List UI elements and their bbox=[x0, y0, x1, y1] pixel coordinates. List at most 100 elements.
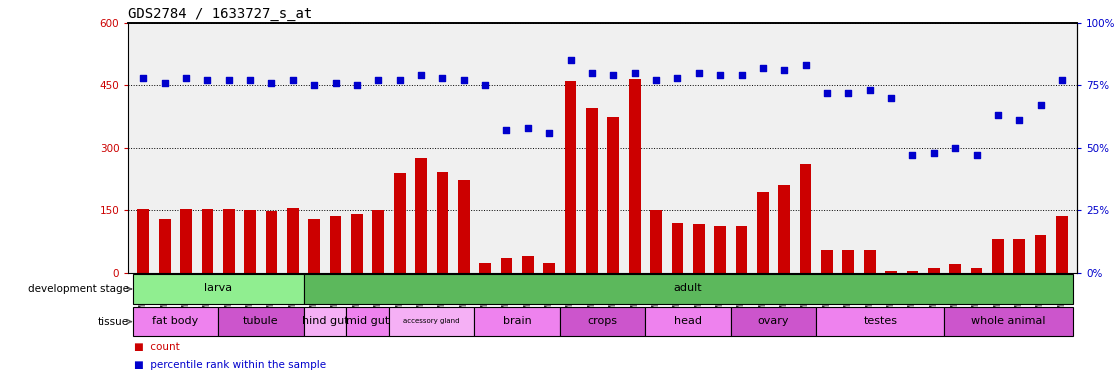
Point bbox=[283, 78, 301, 84]
Bar bbox=[906, 271, 918, 273]
Bar bbox=[266, 211, 278, 273]
Bar bbox=[415, 158, 427, 273]
Point bbox=[199, 78, 217, 84]
Bar bbox=[586, 108, 598, 273]
Bar bbox=[543, 263, 555, 273]
Text: tubule: tubule bbox=[243, 316, 279, 326]
Text: larva: larva bbox=[204, 283, 232, 293]
Bar bbox=[735, 226, 748, 273]
Point bbox=[220, 78, 238, 84]
Point bbox=[561, 58, 579, 64]
Text: head: head bbox=[674, 316, 702, 326]
Point bbox=[776, 68, 793, 74]
Point bbox=[262, 80, 280, 86]
Text: ovary: ovary bbox=[758, 316, 789, 326]
Bar bbox=[352, 214, 363, 273]
Bar bbox=[346, 307, 389, 336]
Text: tissue: tissue bbox=[97, 316, 132, 327]
Point bbox=[946, 145, 964, 151]
Point bbox=[1031, 103, 1049, 109]
Text: testes: testes bbox=[864, 316, 897, 326]
Text: crops: crops bbox=[588, 316, 617, 326]
Point bbox=[369, 78, 387, 84]
Point bbox=[860, 88, 878, 94]
Text: hind gut: hind gut bbox=[301, 316, 348, 326]
Bar bbox=[458, 180, 470, 273]
Point bbox=[711, 73, 729, 79]
Bar bbox=[1013, 239, 1026, 273]
Point bbox=[989, 112, 1007, 118]
Text: fat body: fat body bbox=[152, 316, 199, 326]
Point bbox=[690, 70, 708, 76]
Bar bbox=[389, 307, 474, 336]
Point bbox=[605, 73, 623, 79]
Bar bbox=[137, 209, 150, 273]
Text: accessory gland: accessory gland bbox=[404, 318, 460, 324]
Bar bbox=[560, 307, 645, 336]
Point bbox=[348, 83, 366, 89]
Bar bbox=[693, 223, 704, 273]
Bar bbox=[672, 223, 683, 273]
Text: ■  count: ■ count bbox=[134, 342, 180, 352]
Point bbox=[797, 62, 815, 68]
Point bbox=[732, 73, 750, 79]
Bar bbox=[329, 217, 341, 273]
Bar bbox=[816, 307, 944, 336]
Point bbox=[156, 80, 174, 86]
Point bbox=[904, 152, 922, 158]
Point bbox=[498, 127, 516, 134]
Text: adult: adult bbox=[674, 283, 702, 293]
Bar bbox=[757, 192, 769, 273]
Bar bbox=[1035, 235, 1047, 273]
Bar bbox=[971, 268, 982, 273]
Bar bbox=[821, 250, 833, 273]
Bar bbox=[950, 264, 961, 273]
Bar bbox=[308, 218, 320, 273]
Bar bbox=[133, 307, 218, 336]
Bar bbox=[522, 256, 533, 273]
Bar bbox=[714, 226, 727, 273]
Bar bbox=[885, 271, 897, 273]
Bar bbox=[944, 307, 1072, 336]
Point bbox=[1054, 78, 1071, 84]
Point bbox=[391, 78, 408, 84]
Bar bbox=[304, 307, 346, 336]
Point bbox=[754, 65, 772, 71]
Text: ■  percentile rank within the sample: ■ percentile rank within the sample bbox=[134, 360, 326, 370]
Bar bbox=[927, 268, 940, 273]
Bar bbox=[133, 274, 304, 304]
Bar bbox=[394, 173, 405, 273]
Point bbox=[306, 83, 324, 89]
Bar bbox=[501, 258, 512, 273]
Bar bbox=[992, 238, 1003, 273]
Bar bbox=[800, 164, 811, 273]
Point bbox=[647, 78, 665, 84]
Bar bbox=[628, 79, 641, 273]
Bar bbox=[864, 250, 876, 273]
Bar bbox=[202, 209, 213, 273]
Text: mid gut: mid gut bbox=[346, 316, 389, 326]
Point bbox=[327, 80, 345, 86]
Text: development stage: development stage bbox=[28, 284, 132, 294]
Point bbox=[818, 90, 836, 96]
Bar bbox=[731, 307, 816, 336]
Bar bbox=[651, 210, 662, 273]
Point bbox=[668, 75, 686, 81]
Bar bbox=[218, 307, 304, 336]
Bar bbox=[843, 250, 854, 273]
Bar bbox=[304, 274, 1072, 304]
Text: whole animal: whole animal bbox=[971, 316, 1046, 326]
Bar bbox=[778, 185, 790, 273]
Bar bbox=[373, 210, 384, 273]
Bar bbox=[565, 81, 577, 273]
Point bbox=[540, 130, 558, 136]
Point bbox=[177, 75, 195, 81]
Bar bbox=[180, 209, 192, 273]
Bar bbox=[158, 218, 171, 273]
Bar bbox=[244, 210, 256, 273]
Point bbox=[241, 78, 259, 84]
Text: brain: brain bbox=[503, 316, 531, 326]
Bar bbox=[479, 263, 491, 273]
Point bbox=[968, 152, 985, 158]
Text: GDS2784 / 1633727_s_at: GDS2784 / 1633727_s_at bbox=[128, 7, 312, 21]
